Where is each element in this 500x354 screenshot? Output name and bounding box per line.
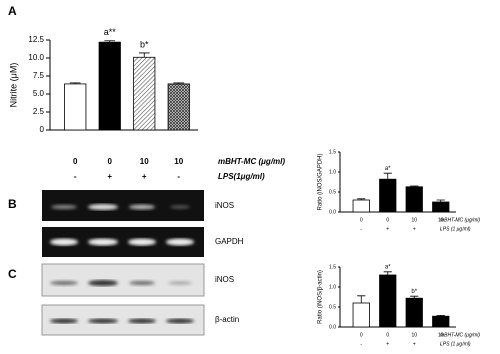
error-bar xyxy=(410,185,419,187)
bar xyxy=(379,178,397,213)
y-tick-label: 7.5 xyxy=(33,71,45,80)
error-bar xyxy=(357,295,366,303)
x-row-label: LPS(1μg/ml) xyxy=(218,172,265,181)
x-row-value: + xyxy=(142,172,147,181)
panel-letter: C xyxy=(8,267,17,281)
bar xyxy=(98,41,121,131)
x-row-value: 10 xyxy=(438,217,444,223)
bar xyxy=(405,297,423,328)
annotation: b* xyxy=(411,289,417,295)
x-row-value: 10 xyxy=(174,157,183,166)
error-bar xyxy=(383,172,392,180)
bar xyxy=(352,302,370,328)
y-tick-label: 0.0 xyxy=(329,324,336,330)
x-row-value: 10 xyxy=(438,332,444,338)
y-tick-label: 1.0 xyxy=(329,284,336,290)
x-row-value: + xyxy=(386,226,389,232)
y-tick-label: 1.0 xyxy=(329,169,336,175)
x-row-value: 0 xyxy=(386,332,389,338)
y-tick-label: 0.5 xyxy=(329,189,336,195)
y-tick-label: 1.5 xyxy=(329,264,336,270)
x-row-value: - xyxy=(360,341,362,347)
x-row-label: mBHT-MC (μg/ml) xyxy=(440,332,480,338)
x-row-value: + xyxy=(413,226,416,232)
blot-label: β-actin xyxy=(215,315,239,324)
annotation: a* xyxy=(385,166,391,172)
x-row-value: + xyxy=(386,341,389,347)
y-tick-label: 10.0 xyxy=(28,53,44,62)
y-tick-label: 2.5 xyxy=(33,107,45,116)
panel-letter: B xyxy=(8,197,17,211)
blot-label: GAPDH xyxy=(215,237,244,246)
bar xyxy=(432,201,450,213)
x-row-value: - xyxy=(440,341,442,347)
x-row-value: - xyxy=(360,226,362,232)
bar xyxy=(167,83,190,131)
y-tick-label: 0.0 xyxy=(329,209,336,215)
bar xyxy=(352,199,370,213)
bar xyxy=(379,274,397,328)
y-tick-label: 0 xyxy=(40,125,45,134)
blot-b-bottom xyxy=(42,227,204,257)
x-row-value: 10 xyxy=(411,217,417,223)
annotation: a* xyxy=(385,264,391,270)
x-row-value: + xyxy=(107,172,112,181)
x-row-value: 0 xyxy=(108,157,113,166)
x-row-value: 10 xyxy=(411,332,417,338)
y-axis-label: Ratio (iNOS/GAPDH) xyxy=(318,153,324,210)
error-bar xyxy=(436,199,445,202)
error-bar xyxy=(173,82,185,84)
y-tick-label: 12.5 xyxy=(28,35,44,44)
bar xyxy=(133,56,156,131)
blot-label: iNOS xyxy=(215,275,234,284)
annotation: a** xyxy=(104,27,117,37)
y-axis-label: Ratio (iNOS/β-actin) xyxy=(318,270,324,324)
x-row-value: - xyxy=(177,172,180,181)
x-row-value: 0 xyxy=(386,217,389,223)
error-bar xyxy=(436,315,445,317)
x-row-value: 10 xyxy=(140,157,149,166)
blot-b-top xyxy=(42,190,204,221)
blot-label: iNOS xyxy=(215,201,234,210)
y-axis-label: Nitrite (μM) xyxy=(8,63,18,108)
error-bar xyxy=(410,295,419,299)
x-row-value: 0 xyxy=(360,217,363,223)
x-row-value: 0 xyxy=(73,157,78,166)
y-tick-label: 5.0 xyxy=(33,89,45,98)
x-row-label: LPS (1 μg/ml) xyxy=(440,226,471,232)
x-row-label: mBHT-MC (μg/ml) xyxy=(440,217,480,223)
error-bar xyxy=(383,271,392,275)
x-row-value: - xyxy=(440,226,442,232)
blot-c-top xyxy=(41,263,205,297)
x-row-label: LPS (1 μg/ml) xyxy=(440,341,471,347)
error-bar xyxy=(69,82,81,84)
x-row-label: mBHT-MC (μg/ml) xyxy=(218,157,285,166)
blot-c-bottom xyxy=(41,304,205,336)
error-bar xyxy=(104,40,116,43)
bar xyxy=(64,83,87,131)
x-row-value: - xyxy=(74,172,77,181)
annotation: b* xyxy=(140,39,149,49)
error-bar xyxy=(138,52,150,58)
panel-letter: A xyxy=(8,4,17,18)
bar xyxy=(432,315,450,328)
error-bar xyxy=(357,198,366,200)
x-row-value: + xyxy=(413,341,416,347)
x-row-value: 0 xyxy=(360,332,363,338)
y-tick-label: 0.5 xyxy=(329,304,336,310)
bar xyxy=(405,186,423,213)
y-tick-label: 1.5 xyxy=(329,149,336,155)
